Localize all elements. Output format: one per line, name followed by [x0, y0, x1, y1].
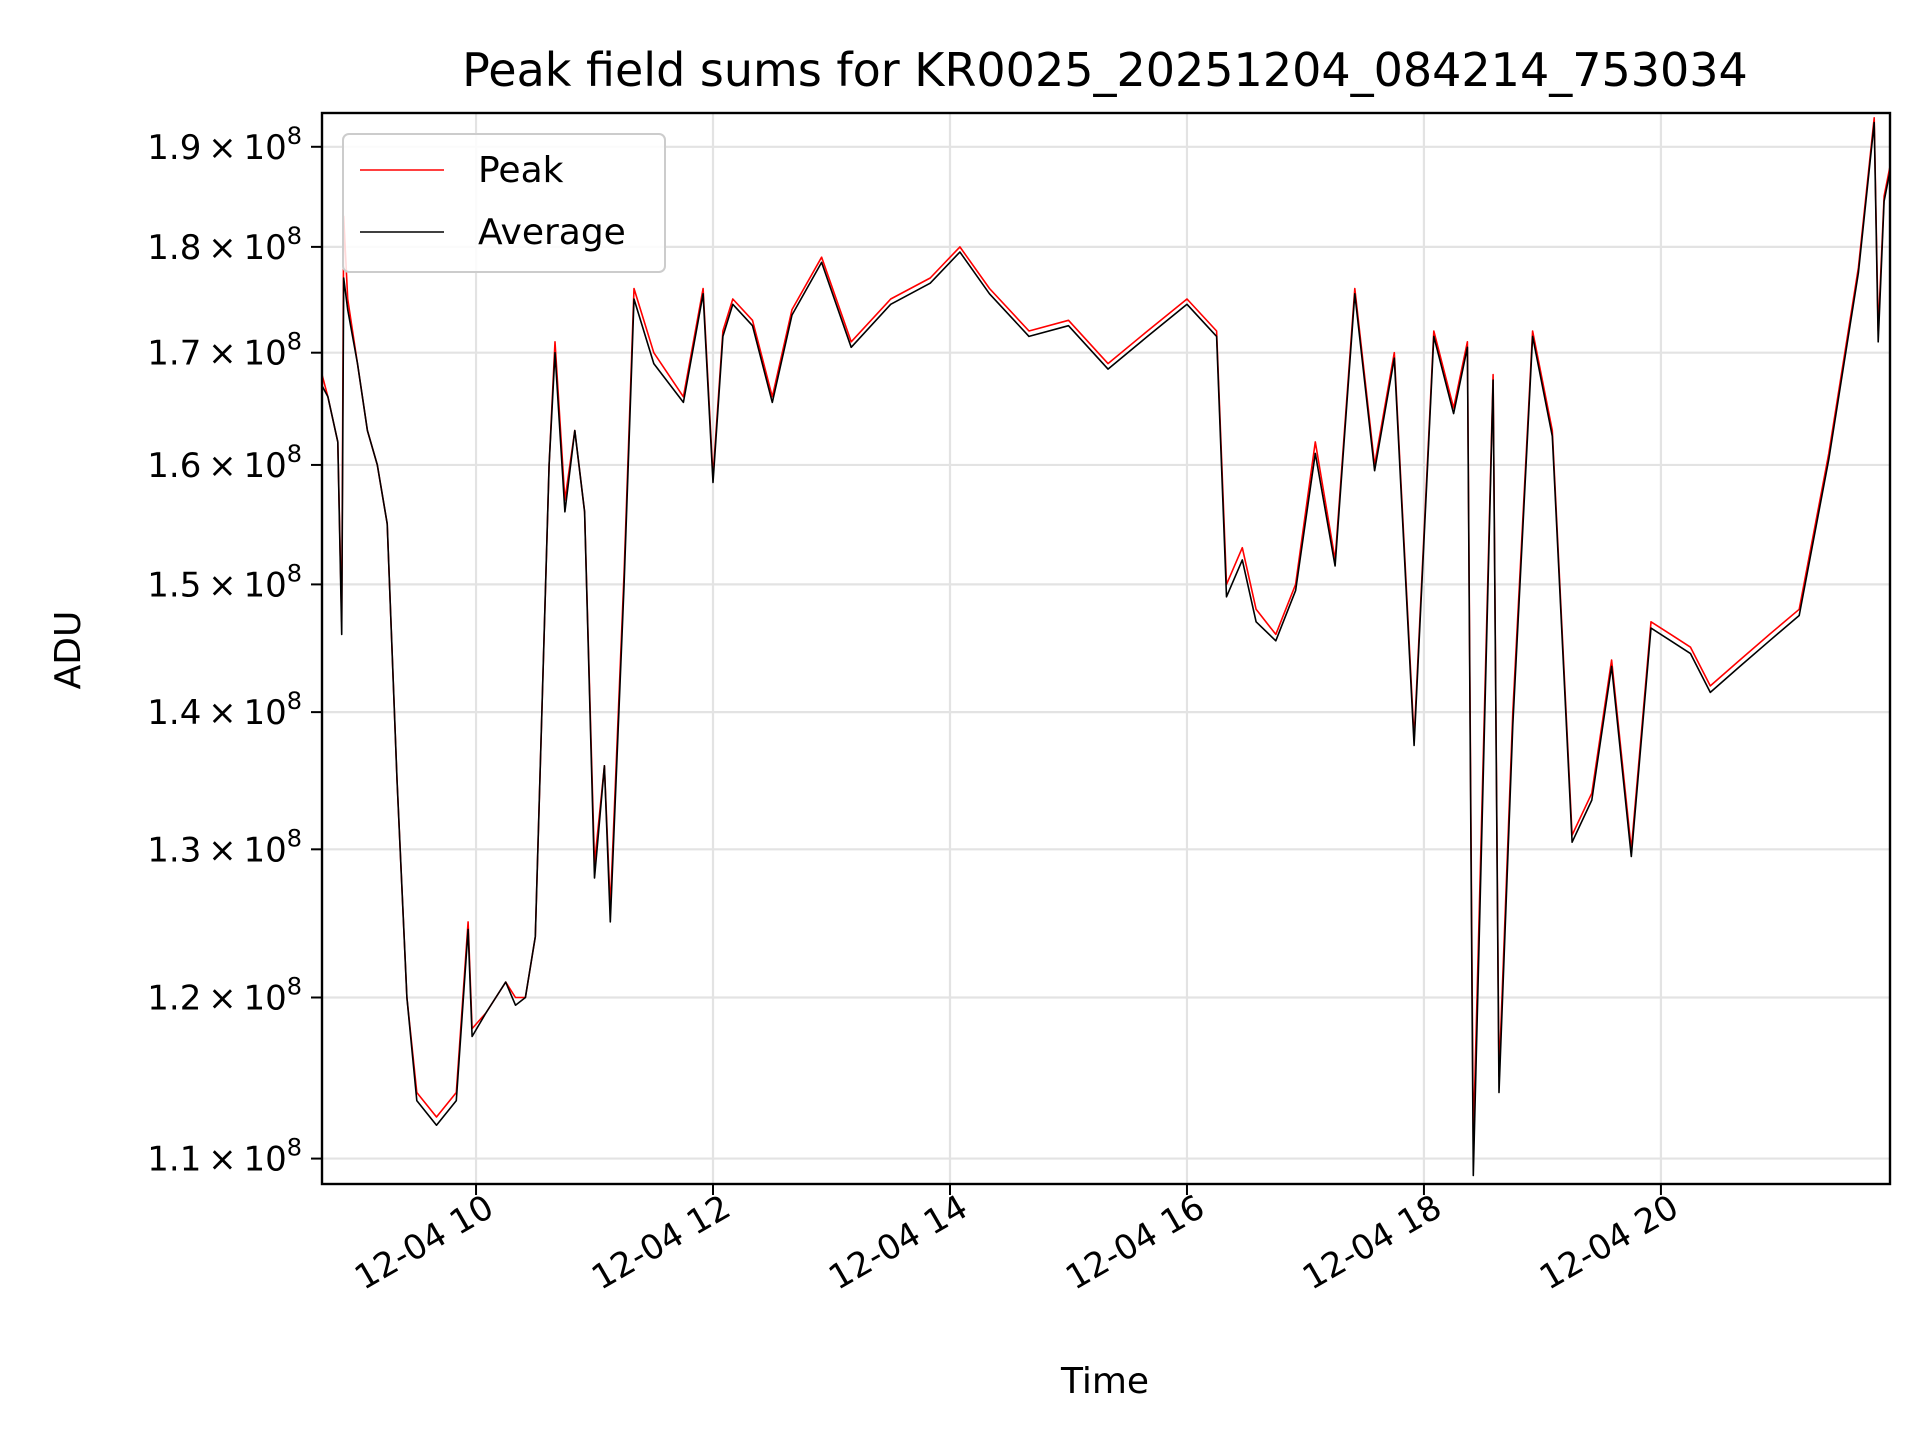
y-tick-label: 1.6 × 108 — [147, 440, 302, 486]
y-tick-label: 1.3 × 108 — [147, 824, 302, 870]
legend-label-average: Average — [478, 212, 626, 253]
y-tick-label: 1.7 × 108 — [147, 328, 302, 374]
series-line-average — [322, 121, 1890, 1177]
y-tick-label: 1.9 × 108 — [147, 122, 302, 168]
chart-title: Peak field sums for KR0025_20251204_0842… — [462, 43, 1748, 97]
y-axis-ticks: 1.1 × 108 1.2 × 108 1.3 × 108 1.4 × 108 1.5 … — [147, 122, 322, 1180]
y-tick-label: 1.5 × 108 — [147, 559, 302, 605]
y-tick-label: 1.8 × 108 — [147, 222, 302, 268]
legend: Peak Average — [342, 133, 666, 273]
series-layer — [322, 117, 1890, 1177]
plot-frame — [320, 111, 1892, 1186]
y-axis-label: ADU — [48, 611, 89, 690]
y-tick-label: 1.2 × 108 — [147, 973, 302, 1019]
y-tick-label: 1.1 × 108 — [147, 1134, 302, 1180]
legend-box — [342, 133, 666, 273]
legend-label-peak: Peak — [478, 150, 564, 191]
x-axis-label: Time — [1060, 1361, 1149, 1402]
y-tick-label: 1.4 × 108 — [147, 687, 302, 733]
